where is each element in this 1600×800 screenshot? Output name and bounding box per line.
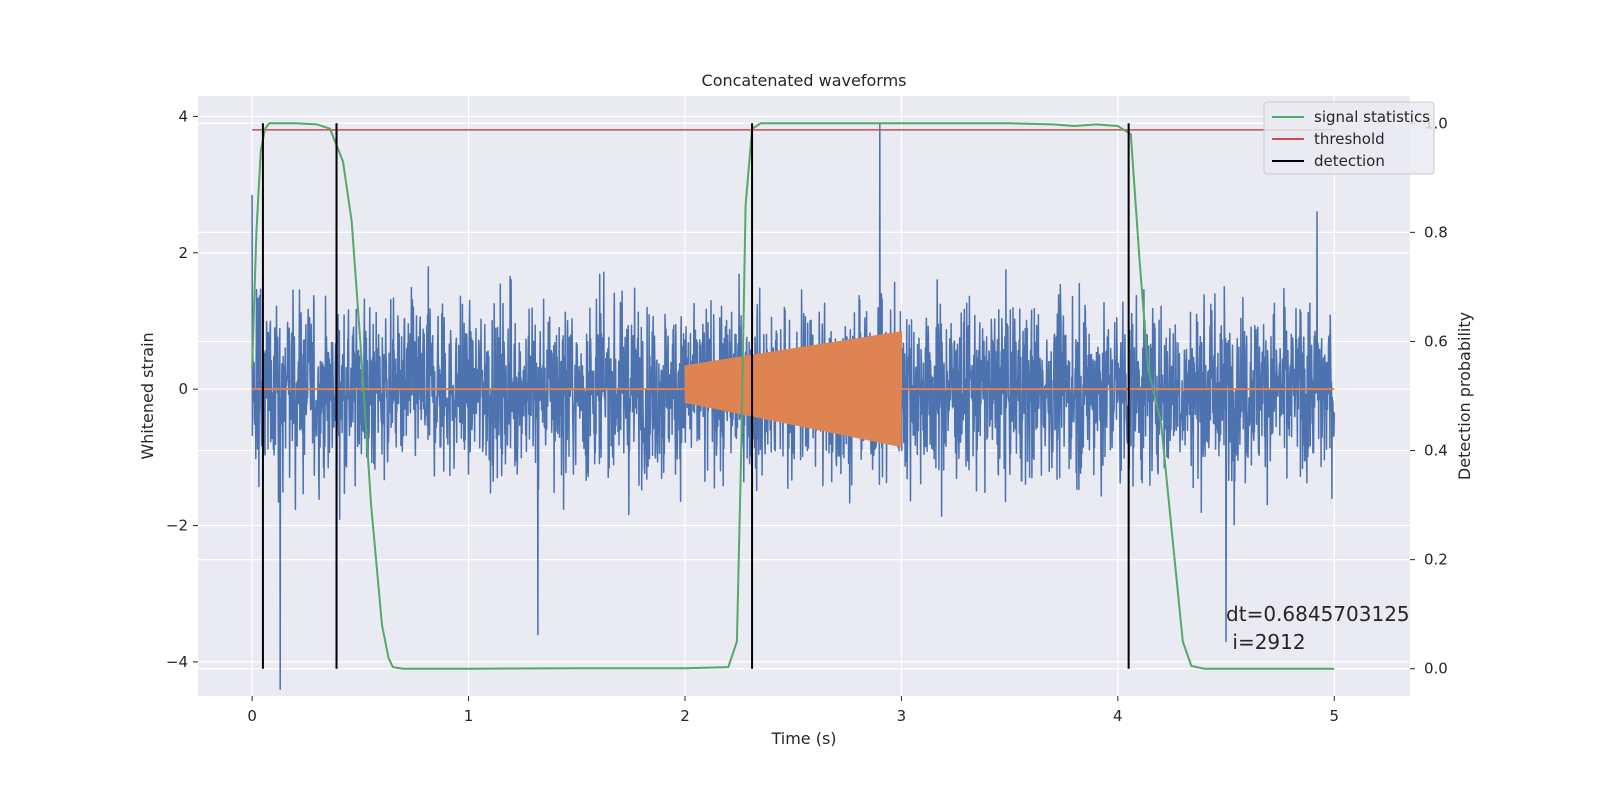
legend-label: threshold: [1314, 130, 1385, 148]
annotation-i: i=2912: [1226, 630, 1306, 654]
data-layer: [251, 122, 1336, 690]
annotation: dt=0.6845703125 i=2912: [1226, 602, 1410, 654]
x-tick-label: 0: [247, 707, 257, 725]
y2-tick-label: 0.6: [1424, 332, 1448, 350]
y2-tick-label: 0.0: [1424, 660, 1448, 678]
legend-label: signal statistics: [1314, 108, 1430, 126]
legend-box: [1263, 101, 1435, 175]
x-tick-label: 5: [1329, 707, 1339, 725]
y-axis-label: Whitened strain: [138, 332, 157, 459]
y-tick-label: 0: [178, 380, 188, 398]
x-tick-label: 3: [897, 707, 907, 725]
y-tick-label: 4: [178, 107, 188, 125]
x-tick-label: 4: [1113, 707, 1123, 725]
y2-tick-label: 0.8: [1424, 223, 1448, 241]
signal-statistics-line: [251, 122, 1335, 670]
y2-axis-label: Detection probability: [1455, 312, 1474, 480]
y-tick-label: −4: [166, 653, 188, 671]
x-tick-label: 1: [464, 707, 474, 725]
y2-tick-label: 0.4: [1424, 442, 1448, 460]
y2-tick-label: 0.2: [1424, 551, 1448, 569]
x-axis-label: Time (s): [770, 729, 836, 748]
x-tick-label: 2: [680, 707, 690, 725]
annotation-dt: dt=0.6845703125: [1226, 602, 1410, 626]
injection-chirp-line: [684, 331, 903, 448]
y-tick-label: 2: [178, 244, 188, 262]
chart-title: Concatenated waveforms: [702, 71, 907, 90]
y-tick-label: −2: [166, 517, 188, 535]
legend: signal statistics threshold detection: [1263, 101, 1435, 175]
legend-label: detection: [1314, 152, 1385, 170]
